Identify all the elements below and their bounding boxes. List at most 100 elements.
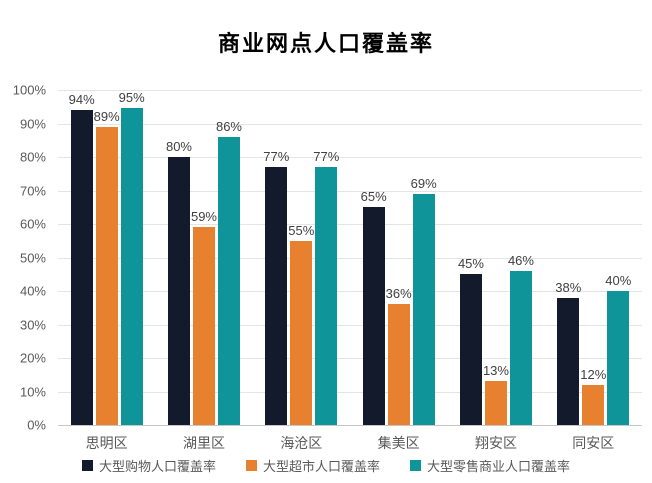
bar-column: 95% bbox=[119, 90, 145, 425]
bar-value-label: 65% bbox=[360, 189, 387, 205]
x-tick-label: 湖里区 bbox=[182, 435, 225, 451]
bar-value-label: 80% bbox=[165, 139, 192, 154]
bar bbox=[362, 207, 385, 425]
legend-label: 大型超市人口覆盖率 bbox=[262, 459, 380, 474]
bar bbox=[509, 270, 532, 425]
bar bbox=[120, 108, 143, 425]
bar-column: 45% bbox=[457, 90, 484, 425]
bar-value-label: 40% bbox=[605, 273, 632, 288]
legend-item: 大型购物人口覆盖率 bbox=[81, 456, 216, 475]
bar-column: 94% bbox=[68, 90, 95, 425]
bar-column: 89% bbox=[93, 90, 120, 425]
bar-value-label: 46% bbox=[507, 252, 534, 268]
bar bbox=[582, 384, 605, 425]
bar bbox=[167, 157, 190, 425]
bar-group-6: 38% 12% 40% bbox=[545, 90, 642, 425]
gridline-70% bbox=[58, 190, 642, 192]
bar-column: 69% bbox=[410, 90, 437, 425]
bar bbox=[265, 167, 288, 425]
y-tick-label: 80% bbox=[19, 149, 46, 165]
chart-title: 商业网点人口覆盖率 bbox=[217, 31, 434, 56]
bar-column: 55% bbox=[288, 90, 315, 425]
x-tick-label: 翔安区 bbox=[474, 435, 517, 451]
bar-group-5: 45% 13% 46% bbox=[447, 90, 544, 425]
bar-value-label: 55% bbox=[288, 222, 315, 238]
legend-swatch bbox=[81, 460, 93, 471]
gridline-40% bbox=[58, 291, 642, 292]
gridline-10% bbox=[58, 391, 642, 393]
legend: 大型购物人口覆盖率 大型超市人口覆盖率 大型零售商业人口覆盖率 bbox=[0, 456, 652, 475]
bar bbox=[459, 274, 482, 425]
bar bbox=[217, 136, 240, 425]
gridline-0% bbox=[58, 425, 642, 426]
bar-group-4: 65% 36% 69% bbox=[350, 90, 447, 425]
legend-item: 大型超市人口覆盖率 bbox=[245, 456, 380, 475]
bar-column: 13% bbox=[482, 90, 509, 425]
bar-value-label: 12% bbox=[580, 366, 607, 382]
bar-value-label: 89% bbox=[93, 108, 120, 124]
gridline-100% bbox=[58, 90, 642, 91]
bar-value-label: 59% bbox=[190, 209, 217, 225]
bar-value-label: 69% bbox=[410, 175, 437, 191]
bar-column: 38% bbox=[555, 90, 582, 425]
bar bbox=[192, 227, 215, 425]
bar-value-label: 86% bbox=[215, 118, 242, 134]
bar-column: 46% bbox=[507, 90, 534, 425]
bars-layer: 94% 89% 95% 80% 59% 86% 77% 55% 77% 65% 36% 69% 45% 1… bbox=[58, 90, 642, 425]
legend-swatch bbox=[410, 460, 421, 471]
y-tick-label: 50% bbox=[19, 250, 46, 265]
bar bbox=[70, 110, 93, 425]
bar bbox=[315, 167, 338, 425]
legend-swatch bbox=[245, 460, 257, 471]
bar-column: 80% bbox=[165, 90, 192, 425]
y-tick-label: 100% bbox=[12, 82, 46, 98]
x-axis-labels: 思明区 湖里区 海沧区 集美区 翔安区 同安区 bbox=[58, 433, 642, 453]
bar bbox=[95, 126, 118, 425]
bar bbox=[607, 291, 630, 425]
legend-label: 大型零售商业人口覆盖率 bbox=[427, 459, 571, 474]
y-axis-labels: 0% 10% 20% 30% 40% 50% 60% 70% 80% 90% 100% bbox=[0, 83, 52, 433]
legend-label: 大型购物人口覆盖率 bbox=[98, 459, 216, 474]
gridline-60% bbox=[58, 224, 642, 225]
y-tick-label: 90% bbox=[19, 116, 46, 131]
x-tick-label: 海沧区 bbox=[280, 435, 323, 451]
bar bbox=[290, 240, 313, 425]
bar-column: 36% bbox=[385, 90, 412, 425]
gridline-50% bbox=[58, 257, 642, 259]
y-tick-label: 0% bbox=[27, 417, 46, 433]
bar-value-label: 13% bbox=[482, 363, 509, 379]
bar-column: 77% bbox=[313, 90, 340, 425]
y-tick-label: 30% bbox=[19, 317, 46, 332]
gridline-90% bbox=[58, 123, 642, 125]
bar-group-1: 94% 89% 95% bbox=[58, 90, 155, 425]
gridline-20% bbox=[58, 358, 642, 359]
x-tick-label: 集美区 bbox=[377, 435, 420, 451]
bar bbox=[387, 304, 410, 425]
bar bbox=[484, 381, 507, 425]
y-tick-label: 70% bbox=[19, 183, 46, 198]
bar-column: 86% bbox=[215, 90, 242, 425]
bar-value-label: 77% bbox=[263, 149, 290, 165]
bar bbox=[557, 297, 580, 425]
bar-column: 59% bbox=[190, 90, 217, 425]
gridline-80% bbox=[58, 157, 642, 158]
bar-group-2: 80% 59% 86% bbox=[155, 90, 252, 425]
bar-value-label: 77% bbox=[313, 149, 340, 165]
bar-value-label: 94% bbox=[68, 92, 95, 108]
y-tick-label: 60% bbox=[19, 216, 46, 232]
gridline-30% bbox=[58, 324, 642, 326]
x-tick-label: 同安区 bbox=[572, 435, 615, 451]
bar-value-label: 36% bbox=[385, 286, 412, 302]
legend-item: 大型零售商业人口覆盖率 bbox=[410, 456, 570, 475]
bar-column: 12% bbox=[580, 90, 607, 425]
bar-value-label: 38% bbox=[555, 279, 582, 295]
y-tick-label: 20% bbox=[19, 350, 46, 366]
bar-group-3: 77% 55% 77% bbox=[253, 90, 350, 425]
x-tick-label: 思明区 bbox=[85, 435, 128, 451]
y-tick-label: 40% bbox=[19, 283, 46, 299]
bar-column: 77% bbox=[263, 90, 290, 425]
bar-value-label: 45% bbox=[457, 256, 484, 272]
bar-column: 40% bbox=[605, 90, 632, 425]
y-tick-label: 10% bbox=[19, 384, 46, 399]
